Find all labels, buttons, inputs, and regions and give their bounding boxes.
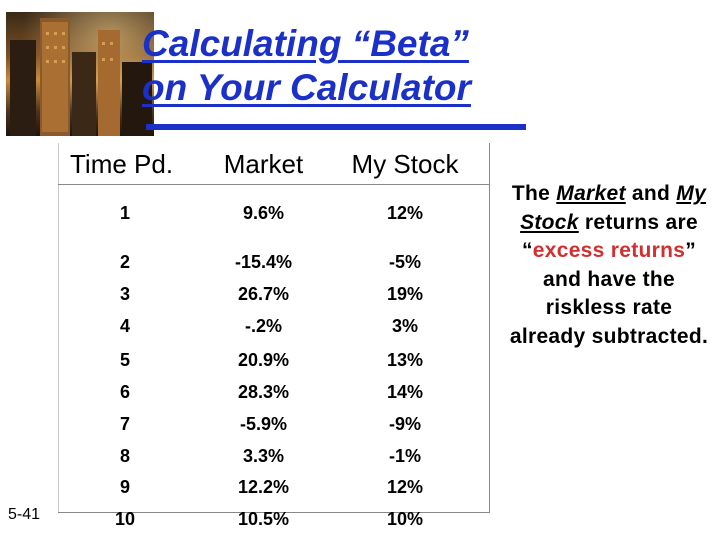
cell-market: 3.3% bbox=[242, 445, 285, 466]
cell-stock: 19% bbox=[386, 283, 424, 304]
cell-stock: 12% bbox=[386, 202, 424, 223]
cell-period: 9 bbox=[119, 476, 130, 497]
cell-stock: 12% bbox=[386, 476, 424, 497]
table-row: 6 28.3% 14% bbox=[58, 377, 488, 407]
slide-title: Calculating “Beta” on Your Calculator bbox=[142, 22, 542, 110]
table-row: 8 3.3% -1% bbox=[58, 441, 488, 471]
cell-stock: -1% bbox=[388, 445, 421, 466]
cell-market: 26.7% bbox=[237, 283, 290, 304]
table-row: 9 12.2% 12% bbox=[58, 471, 488, 503]
cell-stock: 3% bbox=[391, 315, 418, 336]
table-row: 10 10.5% 10% bbox=[58, 503, 488, 535]
cell-market: -15.4% bbox=[234, 251, 293, 272]
table-left-border bbox=[58, 143, 59, 513]
cell-period: 4 bbox=[119, 315, 130, 336]
table-bottom-border bbox=[58, 512, 490, 513]
cell-market: 28.3% bbox=[237, 381, 290, 402]
header-divider bbox=[58, 184, 490, 185]
table-row: 2 -15.4% -5% bbox=[58, 237, 488, 279]
table-row: 5 20.9% 13% bbox=[58, 343, 488, 377]
cell-stock: -5% bbox=[388, 251, 421, 272]
slide-number: 5-41 bbox=[8, 506, 41, 523]
cell-period: 5 bbox=[119, 349, 130, 370]
cell-period: 3 bbox=[119, 283, 130, 304]
note-text-2: and bbox=[625, 182, 677, 205]
cell-market: -5.9% bbox=[239, 413, 288, 434]
building-silhouettes bbox=[10, 18, 152, 136]
cell-market: 10.5% bbox=[237, 508, 290, 529]
returns-table: Time Pd. Market My Stock 1 9.6% 12% 2 -1… bbox=[58, 143, 488, 535]
cell-period: 2 bbox=[119, 251, 130, 272]
cell-market: -.2% bbox=[244, 315, 282, 336]
table-header-row: Time Pd. Market My Stock bbox=[58, 143, 488, 185]
cell-period: 8 bbox=[119, 445, 130, 466]
note-market: Market bbox=[556, 182, 626, 205]
table-row: 7 -5.9% -9% bbox=[58, 407, 488, 441]
header-time-period: Time Pd. bbox=[70, 148, 174, 179]
cell-market: 20.9% bbox=[237, 349, 290, 370]
header-my-stock: My Stock bbox=[351, 148, 459, 179]
skyscrapers-image bbox=[6, 12, 154, 136]
cell-period: 10 bbox=[114, 508, 136, 529]
excess-returns-note: The Market and My Stock returns are “exc… bbox=[505, 180, 713, 351]
cell-stock: 13% bbox=[386, 349, 424, 370]
note-excess-returns: excess returns bbox=[532, 239, 686, 262]
cell-stock: 10% bbox=[386, 508, 424, 529]
note-text-3: returns are “ bbox=[521, 210, 698, 263]
note-text-1: The bbox=[511, 182, 557, 205]
cell-stock: -9% bbox=[388, 413, 421, 434]
title-line-2: on Your Calculator bbox=[142, 67, 471, 108]
title-line-1: Calculating “Beta” bbox=[142, 23, 469, 64]
table-row: 1 9.6% 12% bbox=[58, 185, 488, 237]
cell-market: 9.6% bbox=[242, 202, 285, 223]
table-row: 4 -.2% 3% bbox=[58, 309, 488, 343]
table-row: 3 26.7% 19% bbox=[58, 279, 488, 309]
cell-period: 6 bbox=[119, 381, 130, 402]
table-right-border bbox=[489, 143, 490, 513]
note-text-4: ” and have the riskless rate already sub… bbox=[509, 239, 709, 348]
cell-period: 1 bbox=[119, 202, 130, 223]
cell-period: 7 bbox=[119, 413, 130, 434]
cell-market: 12.2% bbox=[237, 476, 290, 497]
header-market: Market bbox=[223, 148, 304, 179]
title-underline-bar bbox=[146, 124, 526, 130]
note-my-stock: My Stock bbox=[520, 182, 707, 234]
cell-stock: 14% bbox=[386, 381, 424, 402]
